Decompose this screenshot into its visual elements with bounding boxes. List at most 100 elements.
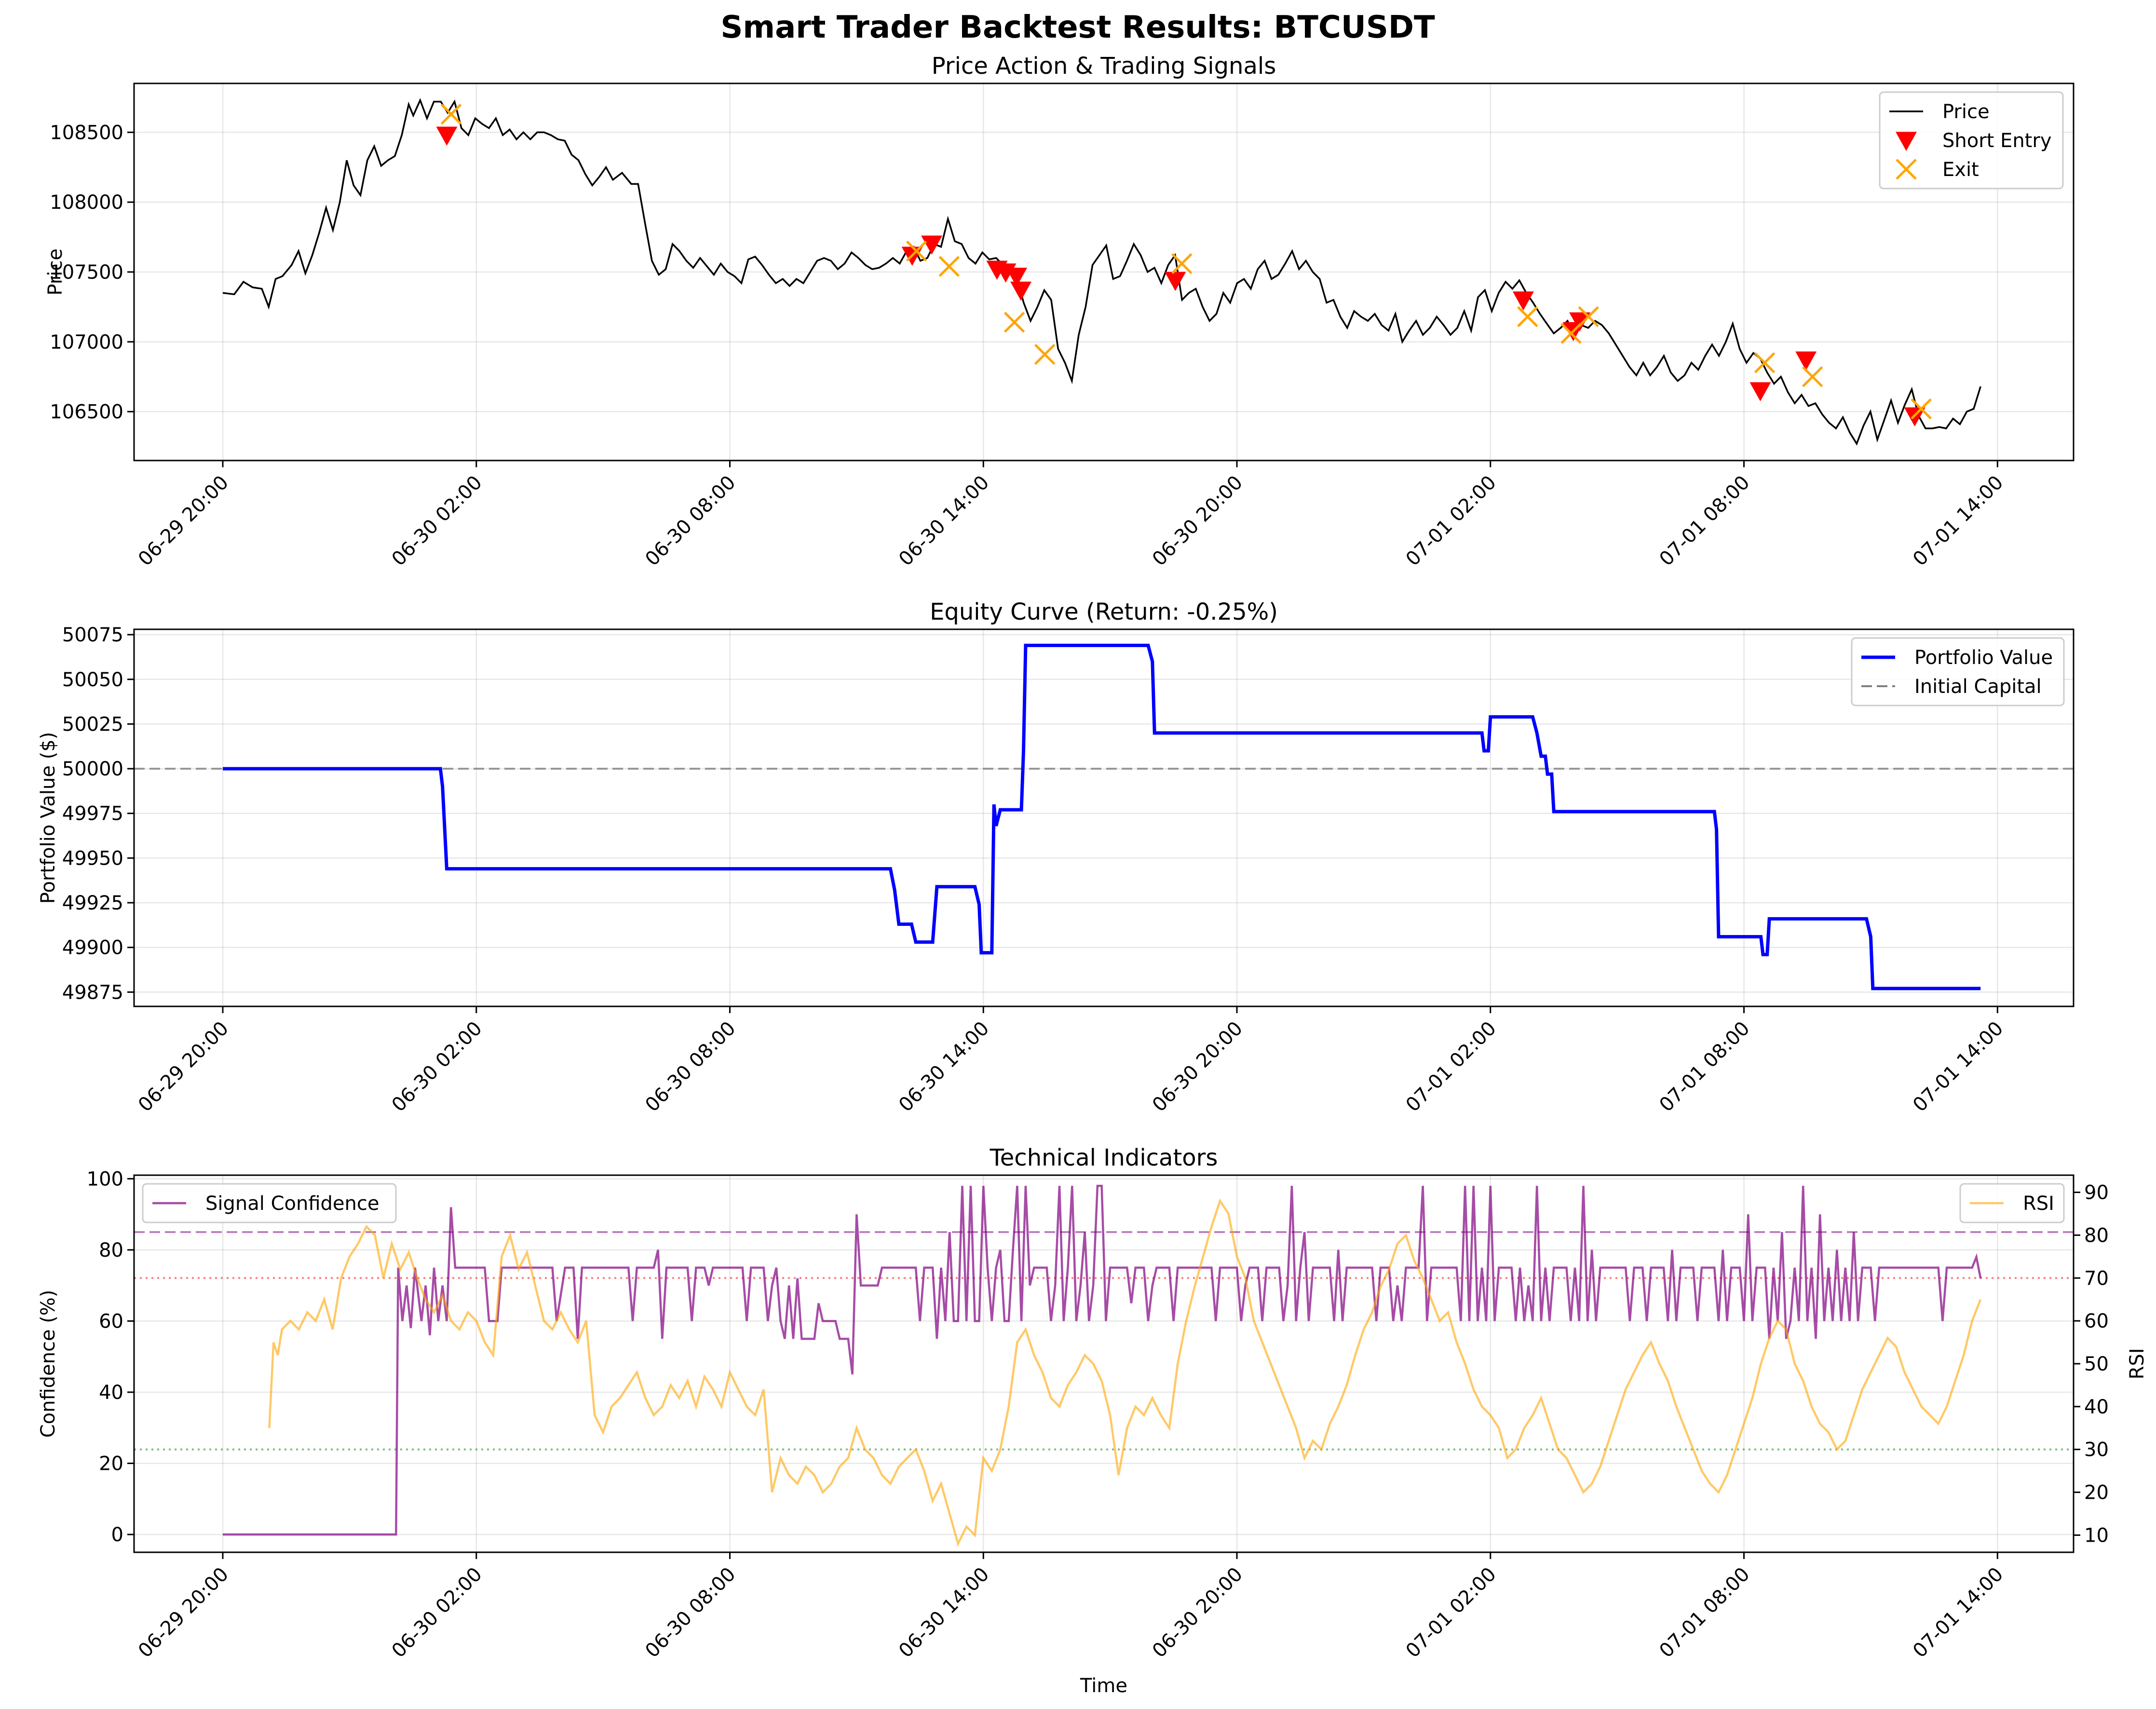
legend-label: Short Entry — [1942, 130, 2051, 152]
y-tick-label: 0 — [111, 1524, 123, 1546]
x-tick-label: 07-01 08:00 — [1655, 472, 1754, 570]
short-entry-marker — [1006, 268, 1028, 287]
exit-stroke — [440, 103, 462, 125]
y-tick-label: 100 — [87, 1168, 123, 1190]
rsi-line — [268, 1198, 1982, 1547]
exit-marker — [1171, 253, 1193, 274]
exit-stroke — [1802, 366, 1823, 387]
short-entry-marker — [1749, 382, 1771, 402]
axes-frame — [133, 628, 2075, 1007]
exit-marker — [938, 256, 960, 277]
legend-left — [142, 1183, 397, 1223]
panel-title: Price Action & Trading Signals — [932, 53, 1276, 80]
y-tick-label: 108500 — [50, 122, 123, 144]
x-tick-label: 06-29 20:00 — [134, 1563, 233, 1662]
y2-tick-label: 30 — [2084, 1439, 2109, 1461]
x-tick-label: 07-01 08:00 — [1655, 1563, 1754, 1662]
exit-stroke — [1754, 352, 1776, 374]
x-tick-label: 07-01 14:00 — [1909, 1563, 2007, 1662]
exit-marker — [1802, 366, 1823, 387]
panel-title: Equity Curve (Return: -0.25%) — [930, 598, 1278, 625]
y-axis-label: Price — [44, 248, 67, 296]
exit-marker — [1517, 306, 1538, 327]
y-tick-label: 107500 — [50, 261, 123, 284]
y-tick-label: 50025 — [62, 713, 123, 735]
exit-marker — [1911, 398, 1932, 420]
y2-tick-label: 90 — [2084, 1182, 2109, 1204]
gridlines-1 — [134, 629, 2074, 1006]
short-entry-marker — [436, 126, 458, 146]
x-tick-label: 06-30 02:00 — [388, 1563, 487, 1662]
y2-tick-label: 70 — [2084, 1267, 2109, 1289]
y-tick-label: 40 — [99, 1382, 123, 1404]
x-tick-label: 07-01 02:00 — [1402, 1017, 1501, 1116]
legend-label: Signal Confidence — [205, 1193, 380, 1215]
short-entry-marker — [1010, 282, 1032, 301]
exit-marker — [440, 103, 462, 125]
y-tick-label: 107000 — [50, 331, 123, 353]
axes-frame — [133, 82, 2075, 461]
legend — [1851, 637, 2065, 706]
exit-stroke — [938, 256, 960, 277]
legend-label: Exit — [1942, 159, 1979, 181]
short-entry-marker — [1569, 312, 1591, 332]
y-tick-label: 49875 — [62, 981, 123, 1004]
x-tick-label: 07-01 08:00 — [1655, 1017, 1754, 1116]
x-tick-label: 06-30 14:00 — [895, 472, 993, 570]
exit-stroke — [1911, 398, 1932, 420]
x-tick-label: 06-29 20:00 — [134, 1017, 233, 1116]
x-tick-label: 06-30 20:00 — [1148, 1017, 1247, 1116]
y2-tick-label: 50 — [2084, 1353, 2109, 1375]
y-tick-label: 60 — [99, 1310, 123, 1332]
y-tick-label: 106500 — [50, 401, 123, 423]
exit-stroke — [1517, 306, 1538, 327]
x-tick-label: 06-30 08:00 — [641, 1017, 740, 1116]
figure-title: Smart Trader Backtest Results: BTCUSDT — [720, 10, 1435, 45]
y-tick-label: 49900 — [62, 937, 123, 959]
short-entry-marker — [1795, 351, 1817, 371]
legend — [1879, 91, 2064, 190]
exit-marker — [1560, 323, 1582, 344]
x-tick-label: 06-30 14:00 — [895, 1017, 993, 1116]
x-tick-label: 06-30 02:00 — [388, 472, 487, 570]
y-tick-label: 50050 — [62, 669, 123, 691]
x-tick-label: 07-01 02:00 — [1402, 1563, 1501, 1662]
y2-tick-label: 60 — [2084, 1310, 2109, 1332]
exit-stroke — [1034, 344, 1056, 365]
short-entry-marker — [1512, 291, 1534, 311]
y-tick-label: 49925 — [62, 892, 123, 914]
legend-label: Initial Capital — [1914, 676, 2042, 698]
x-axis-label: Time — [1080, 1675, 1127, 1697]
y-axis-label: Confidence (%) — [37, 1290, 59, 1438]
legend-marker-exit — [1896, 159, 1917, 180]
x-tick-label: 07-01 02:00 — [1402, 472, 1501, 570]
y-tick-label: 20 — [99, 1453, 123, 1475]
y-tick-label: 50000 — [62, 758, 123, 780]
gridlines-0 — [134, 83, 2074, 461]
exit-stroke — [1171, 253, 1193, 274]
legend-marker-short-entry — [1896, 132, 1917, 151]
portfolio-value-line — [223, 643, 1981, 990]
y-tick-label: 50075 — [62, 624, 123, 646]
y-tick-label: 108000 — [50, 191, 123, 214]
x-tick-label: 06-29 20:00 — [134, 472, 233, 570]
y-tick-label: 80 — [99, 1239, 123, 1261]
y2-tick-label: 10 — [2084, 1524, 2109, 1546]
signal-confidence-line — [223, 1184, 1982, 1536]
exit-stroke — [906, 240, 927, 262]
short-entry-marker — [921, 235, 943, 255]
x-tick-label: 06-30 14:00 — [895, 1563, 993, 1662]
y2-axis-label: RSI — [2126, 1348, 2148, 1380]
y2-tick-label: 20 — [2084, 1482, 2109, 1504]
exit-marker — [906, 240, 927, 262]
legend-label: Price — [1942, 101, 1990, 123]
y-axis-label: Portfolio Value ($) — [37, 732, 59, 904]
legend-label: Portfolio Value — [1914, 647, 2053, 669]
legend-label: RSI — [2023, 1193, 2054, 1215]
exit-marker — [1754, 352, 1776, 374]
exit-marker — [1003, 312, 1025, 333]
x-tick-label: 06-30 20:00 — [1148, 1563, 1247, 1662]
exit-marker — [1034, 344, 1056, 365]
axes-frame — [133, 1174, 2075, 1553]
